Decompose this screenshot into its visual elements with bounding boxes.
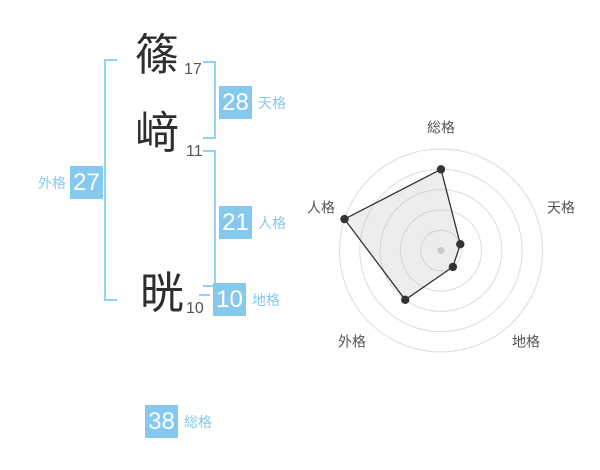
gaikaku-label: 外格 bbox=[38, 175, 66, 191]
radar-polygon bbox=[343, 168, 461, 301]
radar-ring-5 bbox=[339, 148, 543, 353]
name-char-2: 﨑 bbox=[135, 109, 179, 158]
radar-axis-label-gaikaku: 外格 bbox=[338, 334, 366, 350]
radar-axis-label-jinkaku: 人格 bbox=[307, 200, 335, 216]
radar-data-point-tenkaku bbox=[456, 240, 465, 249]
stroke-count-3: 10 bbox=[186, 300, 204, 317]
name-char-1: 篠 bbox=[135, 31, 179, 80]
radar-data-point-chikaku bbox=[448, 262, 458, 272]
jinkaku-bracket bbox=[203, 150, 216, 287]
chikaku-connector bbox=[199, 294, 210, 296]
radar-data-point-jinkaku bbox=[340, 214, 349, 224]
radar-center-dot bbox=[437, 247, 445, 254]
tenkaku-bracket bbox=[203, 61, 216, 139]
name-char-3: 晄 bbox=[140, 269, 184, 318]
radar-axis-label-tenkaku: 天格 bbox=[547, 200, 575, 216]
tenkaku-label: 天格 bbox=[258, 95, 286, 111]
jinkaku-label: 人格 bbox=[258, 215, 286, 231]
stroke-count-1: 17 bbox=[184, 61, 202, 78]
radar-axis-label-chikaku: 地格 bbox=[512, 334, 540, 350]
jinkaku-badge: 21 bbox=[219, 206, 252, 239]
radar-data-point-gaikaku bbox=[401, 295, 410, 304]
tenkaku-badge: 28 bbox=[219, 86, 252, 119]
radar-ring-1 bbox=[420, 229, 462, 272]
chikaku-badge: 10 bbox=[213, 283, 246, 316]
gaikaku-badge: 27 bbox=[70, 166, 103, 199]
soukaku-label: 総格 bbox=[184, 414, 212, 430]
soukaku-badge: 38 bbox=[145, 405, 178, 438]
stroke-count-2: 11 bbox=[186, 143, 203, 160]
radar-ring-2 bbox=[399, 209, 483, 292]
radar-data-point-soukaku bbox=[436, 165, 446, 174]
chikaku-label: 地格 bbox=[252, 292, 280, 308]
radar-axis-label-soukaku: 総格 bbox=[427, 120, 455, 136]
radar-ring-3 bbox=[379, 189, 503, 312]
gaikaku-bracket bbox=[104, 59, 117, 301]
